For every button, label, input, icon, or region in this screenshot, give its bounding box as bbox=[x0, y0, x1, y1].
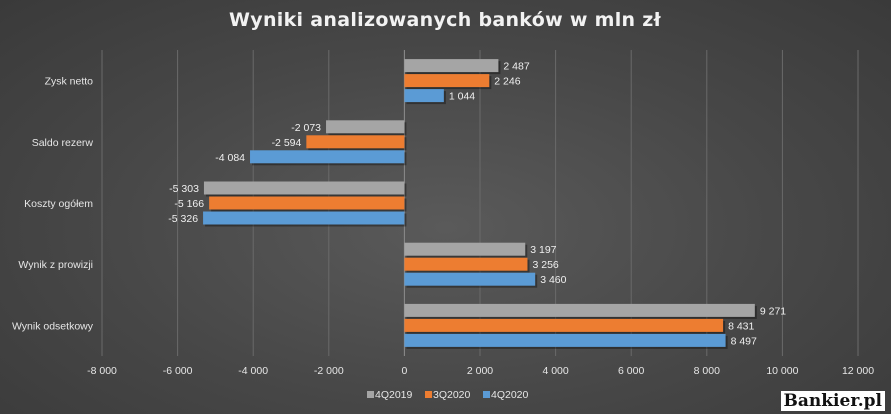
data-label: -2 073 bbox=[291, 122, 321, 134]
bar-4Q2020 bbox=[404, 89, 444, 103]
category-label: Zysk netto bbox=[45, 76, 94, 88]
bars: 2 487 2 246 1 044 -2 073 -2 594 -4 084 -5 303 -… bbox=[168, 59, 786, 349]
data-label: 3 460 bbox=[540, 274, 566, 286]
x-tick-label: 12 000 bbox=[842, 365, 874, 377]
x-tick-label: -4 000 bbox=[238, 365, 268, 377]
x-tick-label: -8 000 bbox=[87, 365, 117, 377]
bar-4Q2020 bbox=[250, 150, 405, 164]
x-tick-label: 8 000 bbox=[694, 365, 720, 377]
data-label: 8 431 bbox=[728, 320, 754, 332]
bar-4Q2020 bbox=[203, 211, 405, 225]
x-tick-label: 4 000 bbox=[542, 365, 568, 377]
data-label: 8 497 bbox=[731, 335, 757, 347]
bar-3Q2020 bbox=[404, 74, 490, 88]
data-label: -5 326 bbox=[168, 213, 198, 225]
x-tick-label: -2 000 bbox=[314, 365, 344, 377]
bar-4Q2019 bbox=[326, 120, 405, 134]
legend-swatch bbox=[425, 391, 432, 398]
data-label: 9 271 bbox=[760, 305, 786, 317]
x-tick-label: 2 000 bbox=[467, 365, 493, 377]
bankier-logo: Bankier.pl bbox=[780, 391, 885, 411]
category-labels: Zysk netto Saldo rezerw Koszty ogółem Wynik… bbox=[12, 76, 94, 333]
bar-4Q2019 bbox=[404, 59, 499, 73]
bar-3Q2020 bbox=[404, 318, 724, 332]
bar-4Q2020 bbox=[404, 333, 726, 347]
x-tick-label: 0 bbox=[401, 365, 407, 377]
chart-title: Wyniki analizowanych banków w mln zł bbox=[229, 9, 662, 31]
data-label: 3 197 bbox=[530, 244, 556, 256]
category-label: Saldo rezerw bbox=[32, 137, 94, 149]
legend-label: 4Q2019 bbox=[375, 389, 413, 401]
data-label: 2 487 bbox=[503, 61, 529, 73]
category-label: Wynik z prowizji bbox=[18, 259, 93, 271]
legend-swatch bbox=[483, 391, 490, 398]
bar-3Q2020 bbox=[306, 135, 405, 149]
bar-4Q2020 bbox=[404, 272, 536, 286]
category-label: Koszty ogółem bbox=[24, 198, 93, 210]
bar-4Q2019 bbox=[404, 303, 755, 317]
legend: 4Q2019 3Q2020 4Q2020 bbox=[367, 389, 529, 401]
bar-4Q2019 bbox=[404, 242, 526, 256]
data-label: -5 166 bbox=[174, 198, 204, 210]
bar-4Q2019 bbox=[203, 181, 405, 195]
x-tick-label: -6 000 bbox=[163, 365, 193, 377]
data-label: 1 044 bbox=[449, 91, 475, 103]
legend-swatch bbox=[367, 391, 374, 398]
x-tick-label: 6 000 bbox=[618, 365, 644, 377]
data-label: 3 256 bbox=[532, 259, 558, 271]
x-axis-ticks: -8 000 -6 000 -4 000 -2 000 0 2 000 4 000 6 000… bbox=[87, 365, 874, 377]
legend-label: 3Q2020 bbox=[433, 389, 471, 401]
legend-label: 4Q2020 bbox=[491, 389, 529, 401]
bar-3Q2020 bbox=[209, 196, 405, 210]
data-label: -4 084 bbox=[215, 152, 245, 164]
category-label: Wynik odsetkowy bbox=[12, 320, 94, 332]
x-tick-label: 10 000 bbox=[766, 365, 798, 377]
data-label: 2 246 bbox=[494, 76, 520, 88]
data-label: -2 594 bbox=[272, 137, 302, 149]
data-label: -5 303 bbox=[169, 183, 199, 195]
bar-3Q2020 bbox=[404, 257, 528, 271]
